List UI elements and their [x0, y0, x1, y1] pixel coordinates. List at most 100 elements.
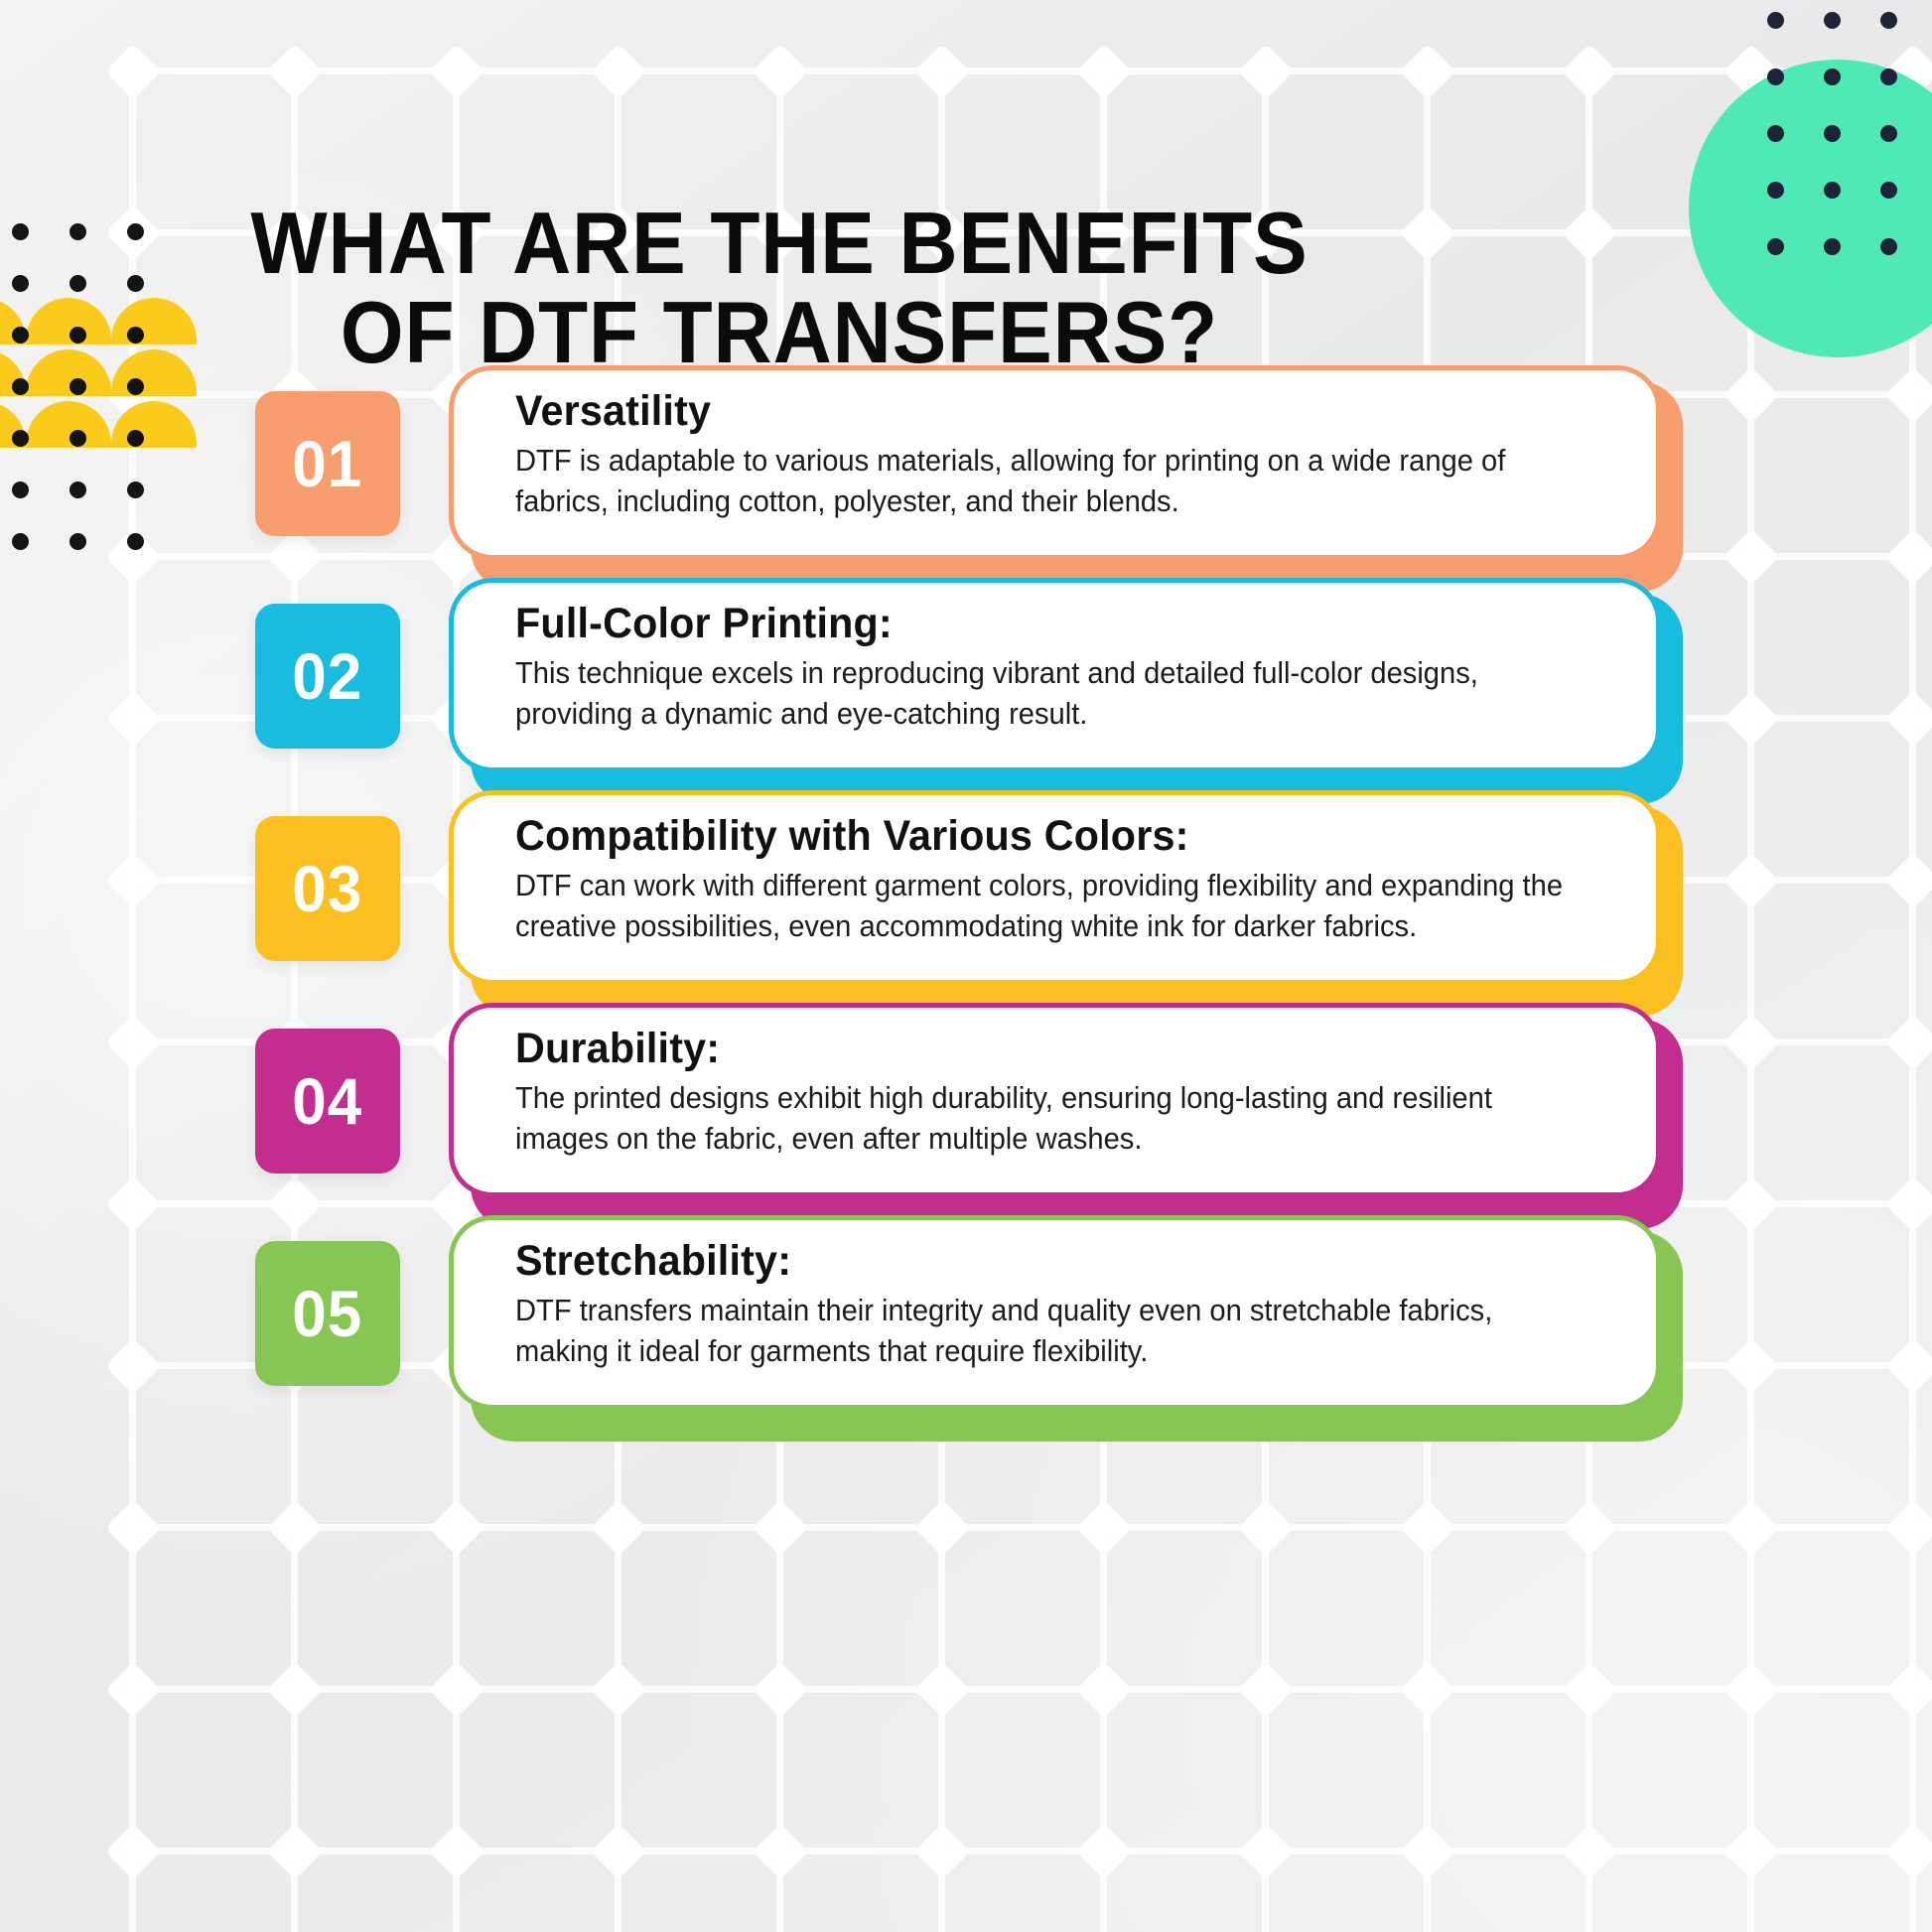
grid-diamond: [428, 1499, 485, 1557]
decorative-dot: [1824, 69, 1841, 85]
benefit-number-badge[interactable]: 05: [255, 1241, 400, 1386]
benefit-number-badge[interactable]: 02: [255, 604, 400, 749]
benefit-number-label: 03: [292, 852, 363, 925]
benefit-body-text: DTF can work with different garment colo…: [515, 869, 1564, 943]
decorative-dot: [127, 378, 144, 395]
decorative-dot: [1767, 238, 1784, 255]
decorative-dot: [127, 327, 144, 344]
grid-diamond: [1399, 1661, 1456, 1719]
decorative-dot: [69, 430, 86, 447]
grid-diamond: [266, 1661, 324, 1719]
benefit-heading: Durability:: [515, 1025, 721, 1072]
decorative-dot: [12, 327, 29, 344]
grid-diamond: [428, 1823, 485, 1880]
decorative-dot: [1824, 125, 1841, 142]
decorative-dot: [12, 378, 29, 395]
decorative-dot: [12, 482, 29, 498]
decorative-dot: [69, 533, 86, 550]
decorative-half-circle: [111, 298, 197, 345]
decorative-dot: [12, 533, 29, 550]
decorative-dot: [1767, 69, 1784, 85]
grid-diamond: [752, 1661, 809, 1719]
decorative-dot: [69, 275, 86, 292]
benefit-heading: Full-Color Printing:: [515, 600, 893, 647]
yellow-half-circles-decoration: [0, 298, 218, 477]
benefit-number-badge[interactable]: 01: [255, 391, 400, 536]
decorative-dot: [127, 430, 144, 447]
grid-diamond: [752, 1499, 809, 1557]
grid-diamond: [1723, 1823, 1780, 1880]
grid-diamond: [1237, 1499, 1295, 1557]
decorative-dot: [12, 223, 29, 240]
benefit-card[interactable]: Compatibility with Various Colors: DTF ca…: [449, 790, 1661, 985]
benefit-row: 01 Versatility DTF is adaptable to various…: [0, 365, 1932, 592]
benefit-card[interactable]: Durability: The printed designs exhibit h…: [449, 1003, 1661, 1197]
grid-diamond: [1884, 1661, 1932, 1719]
teal-circle-decoration: [1689, 60, 1932, 357]
decorative-dot: [12, 275, 29, 292]
decorative-dot: [1767, 12, 1784, 29]
grid-diamond: [590, 1661, 647, 1719]
grid-diamond: [1884, 1499, 1932, 1557]
grid-diamond: [1399, 1823, 1456, 1880]
decorative-half-circle: [26, 298, 111, 345]
benefit-number-label: 04: [292, 1064, 363, 1138]
decorative-dot: [1824, 238, 1841, 255]
decorative-dot: [1824, 182, 1841, 199]
grid-diamond: [913, 1823, 971, 1880]
grid-diamond: [1075, 1661, 1133, 1719]
grid-diamond: [752, 1823, 809, 1880]
benefit-heading: Stretchability:: [515, 1237, 792, 1285]
benefit-body-text: The printed designs exhibit high durabil…: [515, 1081, 1492, 1156]
benefit-body-text: This technique excels in reproducing vib…: [515, 656, 1478, 731]
benefit-body-text: DTF is adaptable to various materials, a…: [515, 444, 1506, 518]
decorative-dot: [1880, 182, 1897, 199]
grid-diamond: [1723, 1661, 1780, 1719]
decorative-dot: [127, 223, 144, 240]
benefit-heading: Compatibility with Various Colors:: [515, 812, 1189, 860]
decorative-dot: [69, 327, 86, 344]
benefit-number-label: 02: [292, 639, 363, 713]
benefit-card[interactable]: Full-Color Printing: This technique excel…: [449, 578, 1661, 772]
decorative-dot: [1880, 125, 1897, 142]
decorative-dot: [127, 275, 144, 292]
benefit-body-text: DTF transfers maintain their integrity a…: [515, 1294, 1493, 1368]
dot-grid-left: [12, 223, 186, 550]
benefit-row: 03 Compatibility with Various Colors: DTF …: [0, 790, 1932, 1017]
decorative-dot: [1880, 69, 1897, 85]
decorative-dot: [1824, 12, 1841, 29]
grid-diamond: [1884, 1823, 1932, 1880]
decorative-dot: [1767, 125, 1784, 142]
grid-diamond: [1237, 1661, 1295, 1719]
grid-diamond: [1561, 1823, 1618, 1880]
benefit-card[interactable]: Versatility DTF is adaptable to various m…: [449, 365, 1661, 560]
page-title: WHAT ARE THE BENEFITS OF DTF TRANSFERS?: [250, 194, 1309, 381]
grid-diamond: [1561, 205, 1618, 262]
benefit-number-badge[interactable]: 04: [255, 1029, 400, 1173]
benefit-number-badge[interactable]: 03: [255, 816, 400, 961]
benefit-number-label: 01: [292, 427, 363, 500]
benefit-row: 04 Durability: The printed designs exhibit…: [0, 1003, 1932, 1229]
decorative-dot: [69, 482, 86, 498]
grid-diamond: [1561, 1661, 1618, 1719]
benefit-card[interactable]: Stretchability: DTF transfers maintain th…: [449, 1215, 1661, 1410]
benefit-row: 02 Full-Color Printing: This technique exc…: [0, 578, 1932, 804]
grid-diamond: [1237, 1823, 1295, 1880]
decorative-dot: [127, 533, 144, 550]
benefit-row: 05 Stretchability: DTF transfers maintain …: [0, 1215, 1932, 1442]
decorative-dot: [69, 223, 86, 240]
grid-diamond: [1075, 1823, 1133, 1880]
grid-diamond: [1399, 205, 1456, 262]
decorative-dot: [1880, 238, 1897, 255]
grid-diamond: [913, 1499, 971, 1557]
grid-diamond: [1723, 1499, 1780, 1557]
decorative-dot: [1767, 182, 1784, 199]
grid-diamond: [1075, 1499, 1133, 1557]
dot-grid-top-right: [1767, 0, 1932, 255]
decorative-dot: [127, 482, 144, 498]
benefit-number-label: 05: [292, 1277, 363, 1350]
grid-diamond: [590, 1499, 647, 1557]
grid-diamond: [266, 1499, 324, 1557]
grid-diamond: [913, 1661, 971, 1719]
grid-diamond: [428, 1661, 485, 1719]
